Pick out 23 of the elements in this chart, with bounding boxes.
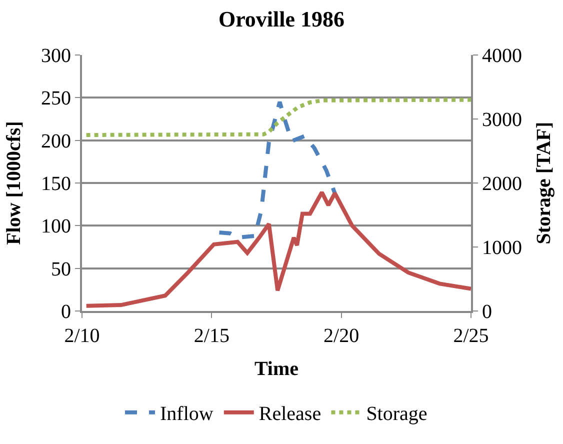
x-tick-label: 2/20 — [324, 325, 360, 347]
y2-tick-label: 1000 — [482, 237, 522, 259]
x-axis-title: Time — [254, 358, 299, 380]
y-tick-label: 300 — [41, 45, 71, 67]
y-tick-label: 50 — [51, 258, 71, 280]
y2-axis-title: Storage [TAF] — [533, 122, 555, 244]
y-tick-label: 250 — [41, 88, 71, 110]
chart-title: Oroville 1986 — [218, 6, 345, 32]
x-tick-label: 2/15 — [194, 325, 230, 347]
y-tick-label: 150 — [41, 173, 71, 195]
x-tick-label: 2/25 — [453, 325, 489, 347]
legend-label: Storage — [366, 403, 428, 426]
y-axis-title: Flow [1000cfs] — [3, 121, 25, 245]
y-tick-label: 0 — [61, 301, 71, 323]
legend-label: Inflow — [160, 403, 214, 426]
y2-tick-label: 3000 — [482, 109, 522, 131]
legend-label: Release — [258, 403, 322, 426]
x-tick-label: 2/10 — [64, 325, 100, 347]
y-tick-label: 200 — [41, 130, 71, 152]
y-tick-label: 100 — [41, 216, 71, 238]
y2-tick-label: 4000 — [482, 45, 522, 67]
y2-tick-label: 2000 — [482, 173, 522, 195]
y2-tick-label: 0 — [482, 301, 492, 323]
